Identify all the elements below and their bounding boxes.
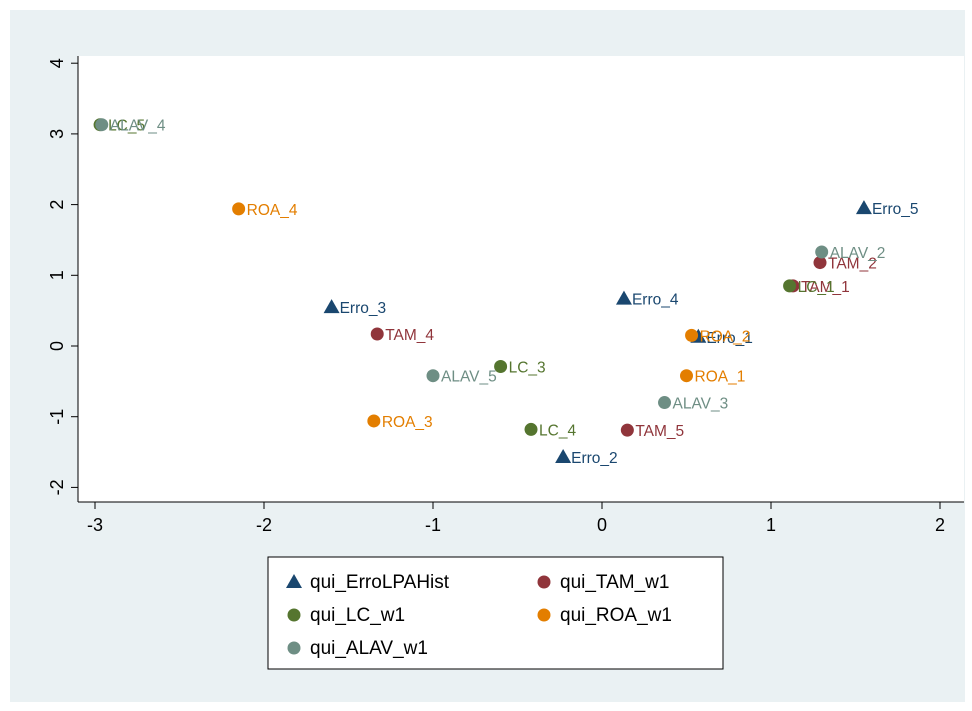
- data-points: [93, 118, 872, 463]
- x-tick-label: -1: [425, 515, 441, 535]
- data-point: [524, 422, 538, 436]
- data-point-label: Erro_5: [872, 201, 919, 218]
- data-point-label: Erro_1: [706, 330, 753, 347]
- y-tick-label: 1: [47, 270, 67, 280]
- data-point: [367, 414, 381, 428]
- plot-area: [78, 56, 964, 502]
- legend-label: qui_ROA_w1: [560, 605, 672, 626]
- axes: -2 -1 0 1 2 3 4 -3 -2 -1 0 1 2: [47, 56, 964, 535]
- legend-label: qui_ErroLPAHist: [310, 572, 450, 593]
- x-tick-label: 1: [766, 515, 776, 535]
- legend-marker: [537, 575, 551, 589]
- legend-label: qui_LC_w1: [310, 605, 405, 626]
- data-point: [813, 256, 827, 270]
- data-point-label: ROA_1: [695, 369, 746, 386]
- data-point: [855, 200, 872, 215]
- data-point: [615, 290, 632, 305]
- data-point: [680, 369, 693, 383]
- data-point-label: ALAV_5: [441, 369, 497, 386]
- data-point: [95, 118, 109, 132]
- y-tick-label: 3: [47, 129, 67, 139]
- y-tick-label: -1: [47, 409, 67, 425]
- data-point: [658, 396, 672, 410]
- data-point-label: TAM_5: [635, 423, 684, 440]
- legend-marker: [286, 574, 302, 588]
- y-tick-label: 4: [47, 58, 67, 68]
- data-point: [815, 245, 829, 259]
- data-point: [555, 448, 572, 463]
- data-point-label: LC_1: [798, 279, 835, 296]
- data-point-label: TAM_2: [828, 256, 877, 273]
- data-point-label: Erro_2: [571, 450, 618, 467]
- y-tick-label: 2: [47, 200, 67, 210]
- data-point-label: ROA_3: [382, 414, 433, 431]
- data-point-label: TAM_1: [801, 279, 850, 296]
- data-point: [232, 202, 246, 216]
- data-point: [323, 299, 340, 314]
- data-labels: Erro_5 Erro_3 Erro_4 Erro_1 Erro_2 TAM_2 TAM_1…: [108, 118, 918, 467]
- data-point-label: ALAV_2: [830, 245, 886, 262]
- data-point-label: ALAV_4: [110, 118, 166, 135]
- legend-label: qui_ALAV_w1: [310, 638, 428, 659]
- x-tick-label: -3: [87, 515, 103, 535]
- data-point-label: Erro_4: [632, 292, 679, 309]
- data-point-label: LC_4: [539, 422, 576, 439]
- data-point: [494, 360, 508, 374]
- y-tick-label: -2: [47, 479, 67, 495]
- x-tick-label: -2: [256, 515, 272, 535]
- legend-marker: [287, 641, 301, 655]
- data-point: [370, 327, 384, 341]
- data-point-label: ROA_4: [247, 202, 298, 219]
- legend-marker: [287, 608, 301, 622]
- legend-box: [267, 556, 724, 670]
- data-point-label: LC_3: [509, 360, 546, 377]
- data-point-label: TAM_4: [385, 327, 434, 344]
- legend: qui_ErroLPAHist qui_TAM_w1 qui_LC_w1 qui_RO…: [267, 556, 724, 670]
- legend-label: qui_TAM_w1: [560, 572, 669, 593]
- x-tick-label: 0: [597, 515, 607, 535]
- chart-container: -2 -1 0 1 2 3 4 -3 -2 -1 0 1 2 Erro_5 Erro_3 Erro_4 Err…: [10, 10, 965, 702]
- data-point-label: Erro_3: [340, 300, 387, 317]
- y-tick-label: 0: [47, 341, 67, 351]
- data-point-label: ROA_2: [700, 328, 751, 345]
- data-point: [426, 369, 440, 383]
- legend-marker: [537, 608, 551, 622]
- data-point-label: ALAV_3: [673, 396, 729, 413]
- data-point: [783, 279, 797, 293]
- data-point: [685, 328, 699, 342]
- data-point: [620, 423, 634, 437]
- data-point-label: LC_5: [108, 118, 145, 135]
- x-tick-label: 2: [935, 515, 945, 535]
